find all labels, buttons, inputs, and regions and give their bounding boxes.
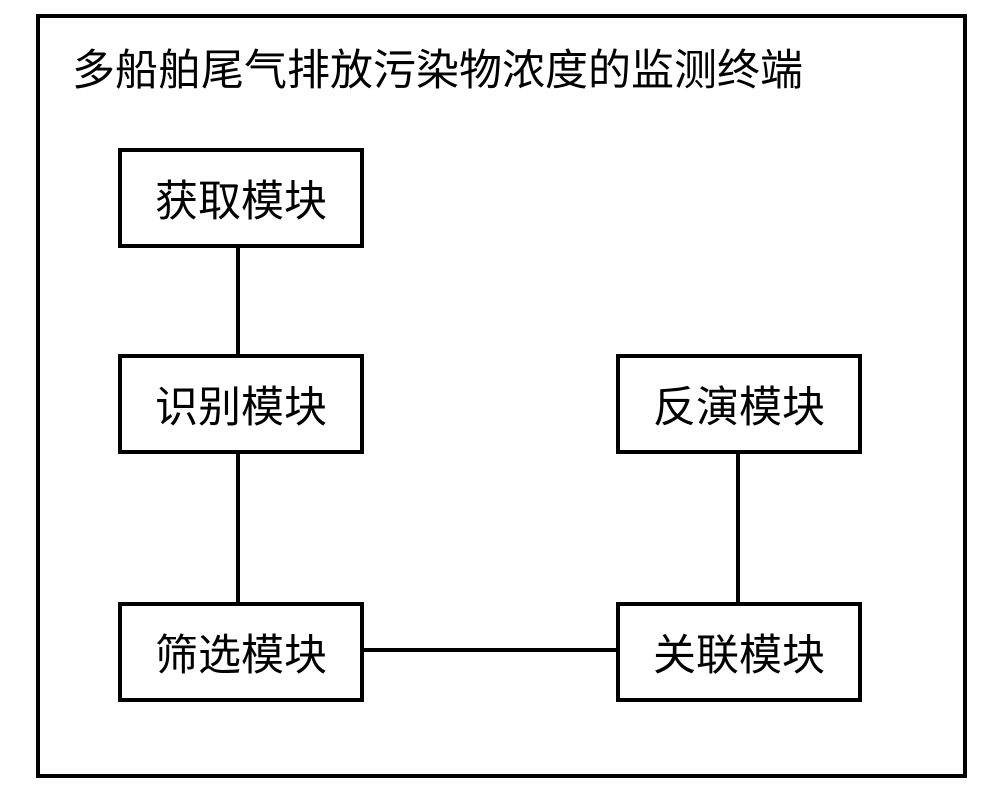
edge-inversion-associate [736,454,740,602]
node-label: 识别模块 [155,373,327,435]
node-label: 关联模块 [653,621,825,683]
node-recognize: 识别模块 [118,354,364,454]
node-label: 反演模块 [653,373,825,435]
node-associate: 关联模块 [616,602,862,702]
node-filter: 筛选模块 [118,602,364,702]
node-label: 筛选模块 [155,621,327,683]
edge-acquire-recognize [236,248,240,354]
node-inversion: 反演模块 [616,354,862,454]
edge-filter-associate [364,648,616,652]
diagram-title: 多船舶尾气排放污染物浓度的监测终端 [72,36,803,98]
node-label: 获取模块 [155,167,327,229]
edge-recognize-filter [236,454,240,602]
node-acquire: 获取模块 [118,148,364,248]
diagram-canvas: 多船舶尾气排放污染物浓度的监测终端 获取模块 识别模块 筛选模块 反演模块 关联… [0,0,1000,799]
